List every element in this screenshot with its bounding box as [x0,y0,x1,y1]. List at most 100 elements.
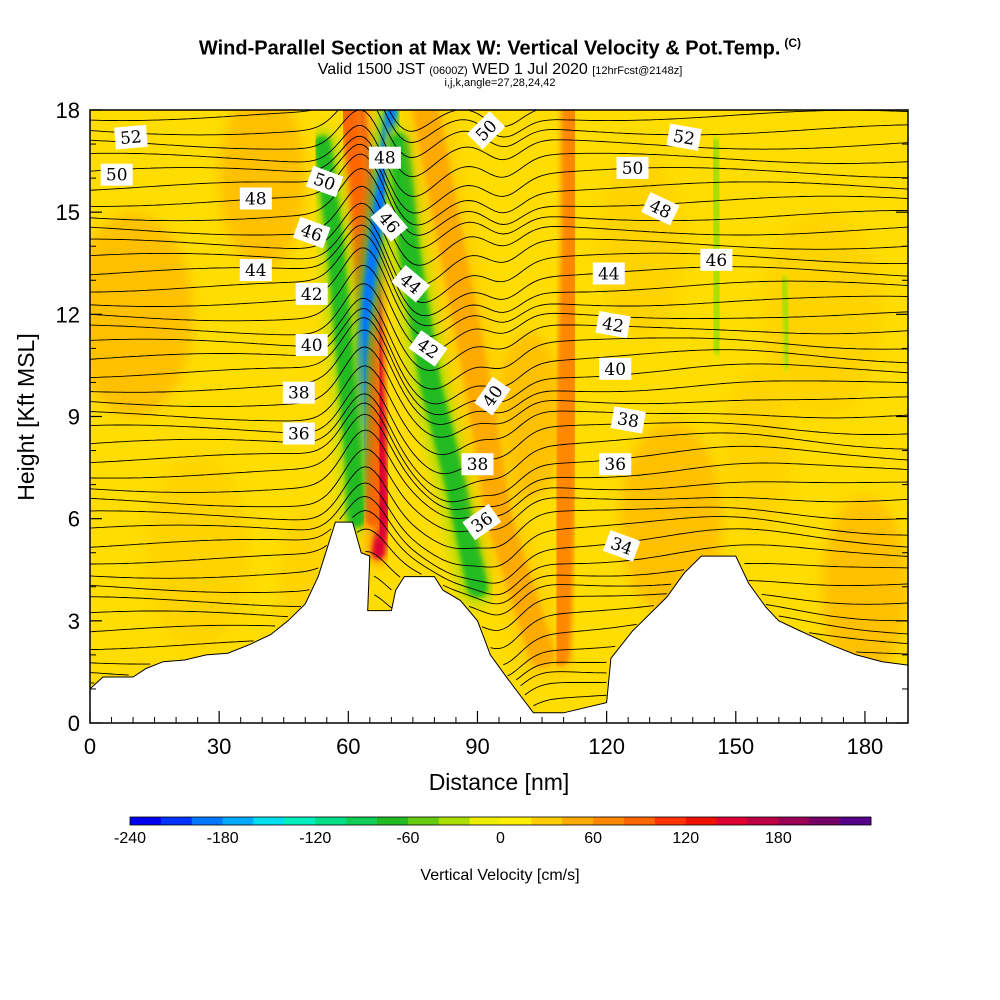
theta-label-text: 36 [288,425,310,445]
chart-title: Wind-Parallel Section at Max W: Vertical… [0,36,1000,61]
colorbar-tick-label: -120 [299,830,331,847]
colorbar-swatch [531,817,563,825]
terrain [90,521,908,723]
colorbar-swatch [407,817,440,825]
theta-contour-line [90,671,607,687]
background-patch [219,110,306,269]
colorbar-swatch [315,817,347,825]
y-tick-label: 12 [56,302,80,327]
colorbar-swatch [624,817,656,825]
y-tick-label: 18 [56,98,80,123]
theta-label-bg [239,259,272,282]
colorbar-swatch [562,817,594,825]
theta-contour-line [90,283,908,371]
theta-contour-line [90,594,908,650]
theta-label: 38 [610,406,646,434]
colorbar-swatch [469,817,501,825]
colorbar-swatch [438,817,470,825]
colorbar-swatch [253,817,285,825]
theta-contour-line [90,143,908,226]
theta-contour-line [90,346,908,438]
theta-contour-line [90,329,908,425]
colorbar-swatch [685,817,717,825]
theta-label-bg [616,156,649,179]
y-axis-label: Height [Kft MSL] [13,333,39,500]
theta-label-bg [610,406,646,434]
colorbar-swatch [222,817,254,825]
colorbar-swatch [346,817,378,825]
theta-label: 52 [666,123,702,151]
theta-contour-line [90,110,908,143]
theta-label: 36 [599,453,632,476]
theta-label-bg [599,453,632,476]
theta-contour-line [90,381,908,475]
y-tick-label: 3 [68,609,80,634]
theta-label: 46 [700,248,733,271]
theta-label-text: 38 [616,409,641,432]
theta-label-text: 40 [604,360,626,380]
theta-label: 50 [100,163,133,186]
theta-label: 36 [462,503,502,541]
theta-label-bg [602,530,641,562]
y-tick-label: 9 [68,405,80,430]
colorbar-tick-label: -240 [114,830,146,847]
theta-contour-line [90,153,908,236]
copyright-mark: (C) [784,36,802,50]
x-tick-label: 150 [717,734,754,759]
chart-subtitle: Valid 1500 JST (0600Z) WED 1 Jul 2020 [1… [0,61,1000,79]
colorbar-swatch [809,817,841,825]
theta-label: 36 [282,422,315,445]
y-tick-label: 6 [68,507,80,532]
theta-label-text: 42 [301,285,323,305]
theta-label: 44 [239,259,272,282]
theta-label-text: 48 [245,190,267,210]
theta-label-bg [282,381,315,404]
theta-contour-line [90,429,908,519]
theta-label-bg [599,357,632,380]
theta-contour-line [90,233,908,327]
colorbar-swatch [500,817,532,825]
theta-label-bg [391,264,431,303]
downdraft-moderate [313,135,366,528]
colorbar-tick-label: 0 [496,830,505,847]
theta-contour-line [90,615,908,666]
theta-label-text: 44 [245,261,267,281]
theta-label-bg [592,262,625,285]
theta-contour-line [90,124,908,198]
y-tick-label: 0 [68,711,80,736]
theta-label-bg [408,330,448,367]
valid-utc: (0600Z) [429,65,468,77]
downdraft-lee [389,133,489,598]
theta-label-bg [305,165,344,198]
downdraft-east [778,276,792,370]
theta-label: 50 [616,156,649,179]
theta-label-text: 46 [706,251,728,271]
chart-indices: i,j,k,angle=27,28,24,42 [444,77,556,89]
theta-label: 40 [295,334,328,356]
theta-contour-line [533,694,607,707]
theta-contour-line [90,550,908,616]
theta-label: 50 [305,165,344,198]
theta-label-bg [295,282,328,305]
theta-contour-line [90,632,908,677]
background-patch [821,496,908,677]
x-tick-label: 60 [336,734,360,759]
theta-label: 42 [595,310,631,339]
valid-date: WED 1 Jul 2020 [472,61,588,78]
theta-label-text: 50 [106,166,128,186]
theta-label-bg [114,124,148,150]
background-patch [722,366,792,535]
theta-label-bg [474,376,511,416]
theta-label-bg [666,123,702,151]
theta-label-bg [100,163,133,186]
theta-label: 52 [114,124,148,150]
theta-contour-line [90,393,908,491]
theta-contour-line [90,110,908,178]
theta-contour-line [90,135,908,214]
theta-contour-line [90,110,908,158]
theta-contour-line [90,185,908,266]
theta-label-text: 38 [467,455,489,475]
